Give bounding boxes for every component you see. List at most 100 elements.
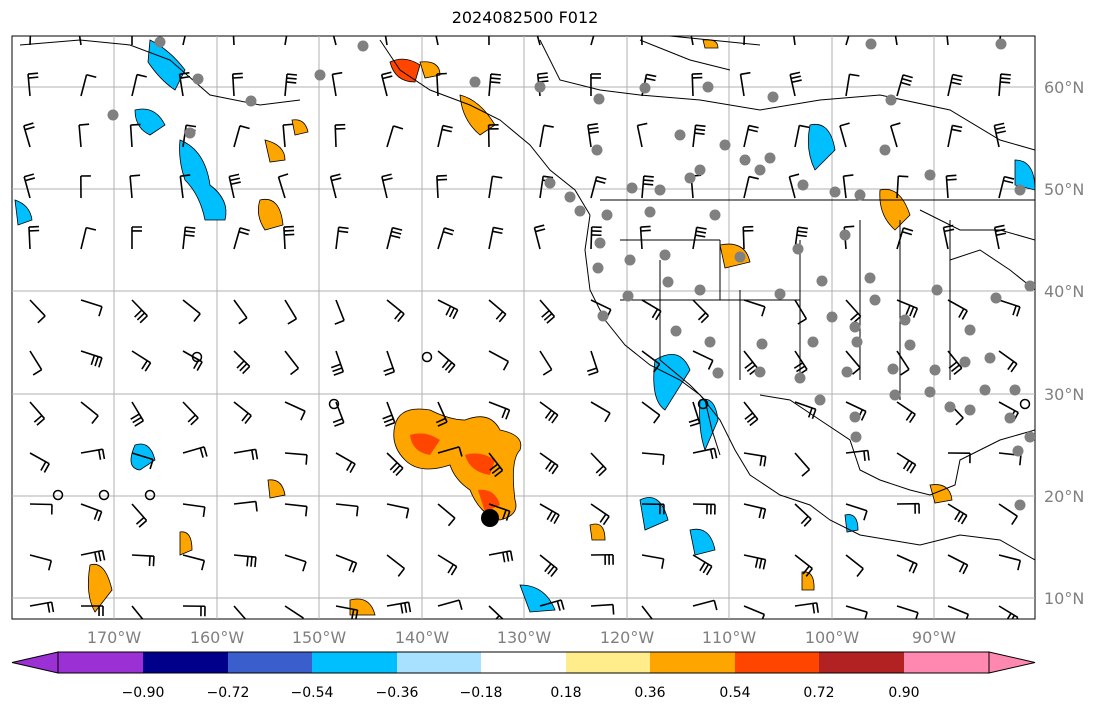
wind-barb [437, 350, 456, 374]
wind-barb [692, 124, 706, 148]
wind-barb [332, 36, 337, 46]
wind-barbs [23, 36, 1022, 619]
calm-circles [52, 351, 1031, 501]
wind-barb [488, 299, 507, 323]
wind-barb [384, 36, 388, 46]
station-dot [767, 91, 779, 103]
storm-center-marker [481, 509, 499, 527]
negative-region [179, 139, 227, 221]
wind-barb [794, 401, 817, 419]
station-dot [864, 272, 876, 284]
wind-barb [998, 503, 1018, 525]
station-dot [107, 109, 119, 121]
wind-barb [284, 73, 298, 97]
wind-barb [896, 299, 919, 318]
wind-barb [692, 503, 716, 515]
wind-barb [232, 36, 235, 46]
wind-barb [641, 554, 665, 569]
negative-region [1014, 159, 1035, 191]
wind-barb [386, 503, 410, 519]
wind-barb [23, 122, 35, 148]
wind-barb [335, 226, 349, 250]
wind-barb [793, 36, 796, 46]
colorbar-segment [397, 652, 481, 673]
wind-barb [80, 549, 106, 563]
station-dot [797, 179, 809, 191]
wind-barb [282, 123, 294, 148]
wind-barb [131, 605, 144, 619]
lon-label: 90°W [912, 628, 956, 647]
wind-barb [284, 554, 307, 572]
wind-barb [539, 124, 554, 148]
colorbar-label: −0.90 [122, 685, 165, 701]
wind-barb [386, 601, 412, 614]
station-dot [626, 182, 638, 194]
wind-barb [743, 175, 759, 199]
colorbar-segment [58, 652, 143, 673]
station-dot [1014, 184, 1026, 196]
station-dot [944, 401, 956, 413]
wind-barb [539, 350, 553, 376]
wind-barb [129, 123, 141, 148]
wind-barb [842, 174, 854, 199]
colorbar-labels: −0.90 −0.72 −0.54 −0.36 −0.18 0.18 0.36 … [122, 685, 920, 701]
positive-region [179, 531, 193, 556]
station-dot [192, 73, 204, 85]
lon-label: 170°W [87, 628, 142, 647]
wind-barb [488, 503, 511, 521]
wind-barb [131, 299, 148, 324]
wind-barb [998, 175, 1015, 199]
wind-barb [794, 503, 812, 527]
wind-barb [80, 299, 103, 317]
station-dot [622, 290, 634, 302]
lon-label: 110°W [702, 628, 757, 647]
station-dot [654, 184, 666, 196]
wind-barb [896, 74, 913, 97]
wind-barb [641, 401, 661, 424]
wind-barb [386, 125, 404, 148]
wind-barb [78, 36, 82, 46]
colorbar-segment [312, 652, 397, 673]
station-dot [865, 38, 877, 50]
station-dot [904, 339, 916, 351]
positive-region [291, 119, 309, 136]
wind-barb [335, 605, 359, 619]
station-dot [639, 82, 651, 94]
station-dot [592, 262, 604, 274]
wind-barb [590, 36, 595, 46]
station-dot [574, 205, 586, 217]
wind-barb [743, 605, 766, 619]
lat-label: 60°N [1044, 78, 1084, 97]
wind-barb [334, 123, 346, 148]
colorbar [11, 651, 1036, 674]
station-dot [739, 154, 751, 166]
negative-region [844, 514, 859, 533]
wind-barb [233, 448, 259, 461]
wind-barb [641, 452, 665, 465]
wind-barb [80, 73, 97, 97]
wind-barb [233, 554, 257, 568]
negative-region [639, 497, 669, 531]
wind-barb [896, 401, 916, 424]
wind-barb [435, 401, 448, 427]
longitude-labels: 170°W 160°W 150°W 140°W 130°W 120°W 110°… [87, 628, 956, 647]
wind-barb [691, 72, 703, 97]
station-dot [995, 38, 1007, 50]
wind-barb [539, 554, 558, 578]
wind-barb [998, 73, 1011, 97]
lat-label: 40°N [1044, 282, 1084, 301]
wind-barb [845, 449, 870, 461]
positive-region [465, 453, 495, 475]
station-dot [889, 389, 901, 401]
wind-barb [233, 500, 258, 512]
station-dot [979, 384, 991, 396]
wind-barb [889, 122, 901, 148]
wind-barb [641, 299, 662, 321]
wind-barb [587, 123, 600, 148]
station-dot [469, 76, 481, 88]
wind-barb [435, 36, 439, 46]
wind-barb [845, 554, 864, 577]
colorbar-label: 0.72 [803, 685, 834, 701]
colorbar-segment [819, 652, 904, 673]
